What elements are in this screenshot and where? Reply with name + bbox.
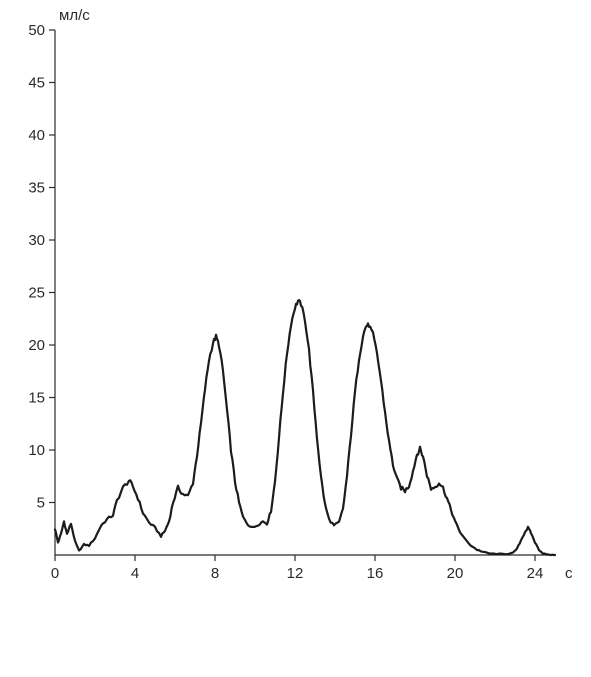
y-axis-title: мл/с (59, 7, 90, 24)
x-tick-label: 8 (211, 565, 219, 582)
x-axis-title: с (565, 565, 573, 582)
x-tick-label: 20 (447, 565, 464, 582)
chart-container: 5 10 15 20 25 30 35 40 45 50 0 4 8 12 16 20 24 мл/с с (0, 0, 591, 677)
y-tick-label: 15 (28, 390, 45, 407)
y-tick-label: 40 (28, 127, 45, 144)
y-tick-label: 35 (28, 180, 45, 197)
flow-rate-series (55, 300, 555, 555)
y-tick-label: 30 (28, 232, 45, 249)
y-tick-label: 45 (28, 75, 45, 92)
x-tick-label: 4 (131, 565, 139, 582)
y-tick-label: 5 (37, 495, 45, 512)
y-tick-label: 20 (28, 337, 45, 354)
x-tick-label: 12 (287, 565, 304, 582)
y-tick-label: 25 (28, 285, 45, 302)
flow-rate-chart: 5 10 15 20 25 30 35 40 45 50 0 4 8 12 16 20 24 мл/с с (0, 0, 591, 600)
y-tick-label: 10 (28, 442, 45, 459)
x-tick-label: 24 (527, 565, 544, 582)
y-tick-label: 50 (28, 22, 45, 39)
x-tick-label: 0 (51, 565, 59, 582)
x-tick-label: 16 (367, 565, 384, 582)
